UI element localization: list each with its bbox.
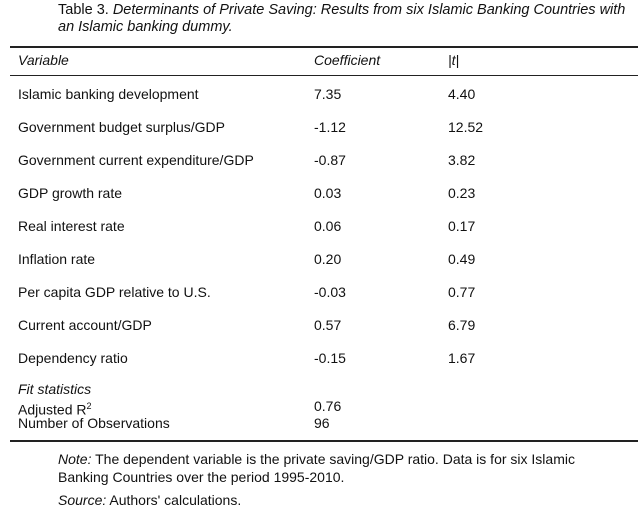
row-coefficient: 7.35 [314,86,342,102]
row-t: 4.40 [448,86,476,102]
caption-prefix: Table 3. [58,2,113,18]
row-variable: Dependency ratio [18,350,128,366]
header-coefficient: Coefficient [314,52,381,68]
row-coefficient: -0.87 [314,152,346,168]
row-variable: Current account/GDP [18,317,152,333]
caption-title: Determinants of Private Saving: Results … [58,2,626,35]
header-variable: Variable [18,52,69,68]
table-source: Source: Authors' calculations. [58,491,628,509]
row-t: 12.52 [448,119,484,135]
row-t: 0.77 [448,284,476,300]
row-variable: Government budget surplus/GDP [18,119,225,135]
adjusted-r2-label: Adjusted R2 [18,398,92,419]
row-t: 0.23 [448,185,476,201]
source-text: Authors' calculations. [106,492,242,508]
row-coefficient: 0.03 [314,185,342,201]
table-caption: Table 3. Determinants of Private Saving:… [58,2,638,36]
adjusted-r2-value: 0.76 [314,398,342,414]
top-rule [10,46,638,48]
row-variable: Per capita GDP relative to U.S. [18,284,211,300]
observations-label: Number of Observations [18,415,170,431]
row-coefficient: -1.12 [314,119,346,135]
row-t: 0.49 [448,251,476,267]
row-t: 6.79 [448,317,476,333]
row-coefficient: 0.20 [314,251,342,267]
table-note: Note: The dependent variable is the priv… [58,450,628,486]
row-coefficient: 0.06 [314,218,342,234]
note-text: The dependent variable is the private sa… [58,451,575,485]
fit-statistics-heading: Fit statistics [18,381,92,397]
header-rule [10,75,638,76]
row-t: 3.82 [448,152,476,168]
row-t: 1.67 [448,350,476,366]
source-label: Source: [58,492,107,508]
row-variable: Islamic banking development [18,86,199,102]
observations-value: 96 [314,415,330,431]
row-t: 0.17 [448,218,476,234]
note-label: Note: [58,451,92,467]
row-variable: GDP growth rate [18,185,123,201]
bottom-rule [10,440,638,442]
adjusted-r-text: Adjusted R [18,401,87,418]
r-squared-superscript: 2 [86,401,92,411]
row-variable: Real interest rate [18,218,125,234]
row-coefficient: 0.57 [314,317,342,333]
row-coefficient: -0.15 [314,350,346,366]
row-coefficient: -0.03 [314,284,346,300]
row-variable: Inflation rate [18,251,96,267]
row-variable: Government current expenditure/GDP [18,152,254,168]
header-t: |t| [448,52,460,68]
